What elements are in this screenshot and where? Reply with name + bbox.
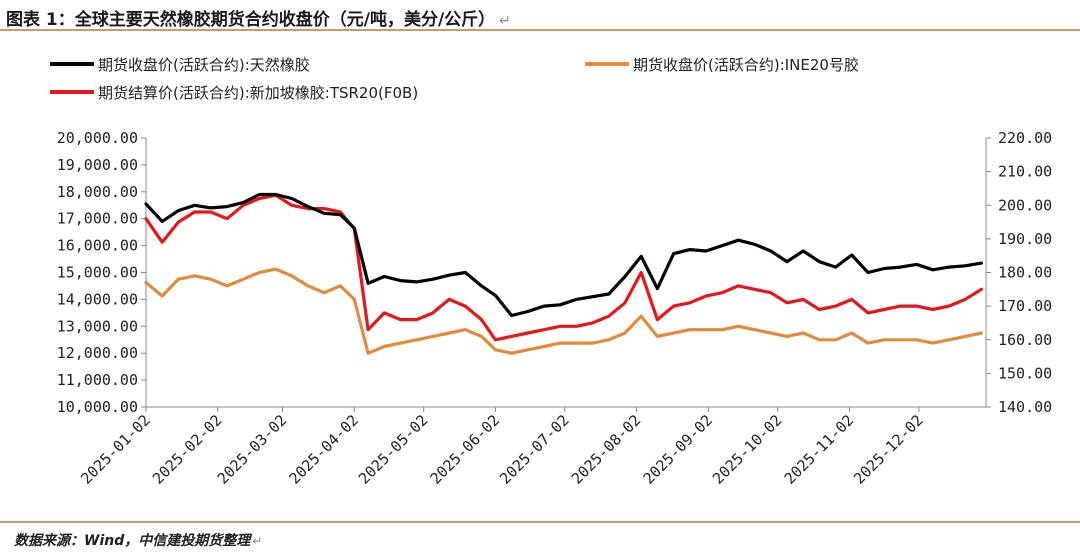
legend-label: 期货结算价(活跃合约):新加坡橡胶:TSR20(F0B): [98, 84, 418, 102]
y-left-tick-label: 20,000.00: [57, 129, 138, 147]
x-tick-label: 2025-07-02: [496, 411, 573, 488]
x-tick-label: 2025-12-02: [850, 411, 927, 488]
y-left-tick-label: 14,000.00: [57, 290, 138, 308]
x-tick-label: 2025-05-02: [355, 411, 432, 488]
x-tick-label: 2025-10-02: [709, 411, 786, 488]
x-tick-label: 2025-03-02: [214, 411, 291, 488]
legend-label: 期货收盘价(活跃合约):INE20号胶: [633, 56, 859, 74]
y-right-tick-label: 180.00: [998, 264, 1052, 282]
y-left-tick-label: 11,000.00: [57, 371, 138, 389]
chart-canvas: 期货收盘价(活跃合约):天然橡胶 期货收盘价(活跃合约):INE20号胶期货结算价…: [50, 56, 1052, 488]
return-mark: ↵: [252, 534, 263, 548]
source-note: 数据来源：Wind，中信建投期货整理 ↵: [14, 533, 263, 549]
chart-title: 图表 1：全球主要天然橡胶期货合约收盘价（元/吨，美分/公斤） ↵: [6, 10, 511, 30]
y-left-tick-label: 13,000.00: [57, 317, 138, 335]
y-left-tick-label: 10,000.00: [57, 398, 138, 416]
y-left-tick-label: 12,000.00: [57, 344, 138, 362]
x-tick-label: 2025-09-02: [640, 411, 717, 488]
y-right-tick-label: 220.00: [998, 129, 1052, 147]
x-tick-label: 2025-06-02: [427, 411, 504, 488]
y-right-tick-label: 140.00: [998, 398, 1052, 416]
series-line: [144, 267, 984, 355]
source-bar: 数据来源：Wind，中信建投期货整理 ↵: [0, 521, 1080, 553]
legend-label: 期货收盘价(活跃合约):天然橡胶: [98, 56, 310, 74]
x-tick-label: 2025-01-02: [77, 411, 154, 488]
series-lines: [144, 192, 984, 355]
legend: 期货收盘价(活跃合约):天然橡胶 期货收盘价(活跃合约):INE20号胶期货结算价…: [50, 56, 859, 102]
y-left-tick-label: 15,000.00: [57, 264, 138, 282]
x-tick-label: 2025-04-02: [286, 411, 363, 488]
y-right-tick-label: 150.00: [998, 364, 1052, 382]
series-line: [144, 192, 984, 318]
x-tick-label: 2025-08-02: [568, 411, 645, 488]
y-left-tick-label: 19,000.00: [57, 156, 138, 174]
series-line: [144, 193, 984, 342]
y-left-tick-label: 16,000.00: [57, 237, 138, 255]
axes: 10,000.00 11,000.00 12,000.00 13,000.00 14,0…: [57, 129, 1052, 488]
y-right-tick-label: 210.00: [998, 163, 1052, 181]
y-right-tick-label: 170.00: [998, 297, 1052, 315]
x-tick-label: 2025-11-02: [781, 411, 858, 488]
y-right-tick-label: 160.00: [998, 331, 1052, 349]
y-right-tick-label: 200.00: [998, 196, 1052, 214]
y-right-tick-label: 190.00: [998, 230, 1052, 248]
return-mark: ↵: [499, 13, 511, 29]
y-left-tick-label: 18,000.00: [57, 183, 138, 201]
y-left-tick-label: 17,000.00: [57, 210, 138, 228]
title-bar: 图表 1：全球主要天然橡胶期货合约收盘价（元/吨，美分/公斤） ↵: [0, 0, 1080, 31]
